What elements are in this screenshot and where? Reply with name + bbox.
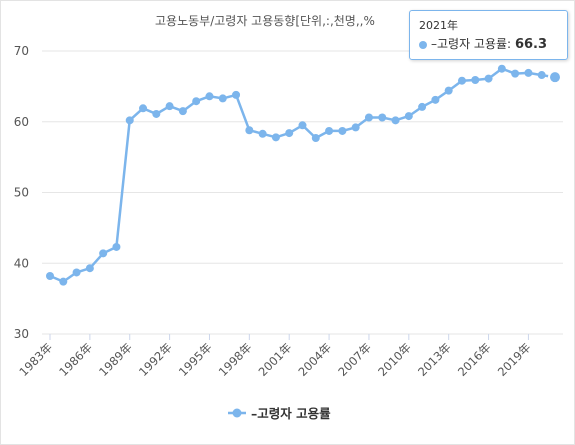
data-point[interactable] — [431, 95, 440, 104]
x-tick-label: 1992年 — [136, 340, 175, 379]
y-axis-ticks: 30 40 50 60 70 — [14, 44, 29, 341]
data-point[interactable] — [325, 126, 334, 135]
data-point[interactable] — [511, 69, 520, 78]
x-tick-label: 2004年 — [295, 340, 334, 379]
series-line — [48, 67, 557, 283]
data-point[interactable] — [524, 68, 533, 77]
data-point[interactable] — [311, 134, 320, 143]
y-tick-label: 70 — [14, 44, 29, 58]
data-point[interactable] — [537, 71, 546, 80]
data-point[interactable] — [59, 277, 68, 286]
data-point[interactable] — [338, 126, 347, 135]
data-point[interactable] — [218, 94, 227, 103]
chart-title: 고용노동부/고령자 고용동향[단위,:,천명,,% — [155, 13, 375, 28]
data-point[interactable] — [85, 264, 94, 273]
data-point[interactable] — [457, 76, 466, 85]
data-point[interactable] — [391, 116, 400, 125]
x-tick-label: 2001年 — [256, 340, 295, 379]
x-tick-label: 2010年 — [375, 340, 414, 379]
data-point[interactable] — [418, 102, 427, 111]
data-point[interactable] — [404, 112, 413, 121]
data-point[interactable] — [271, 133, 280, 142]
data-point[interactable] — [139, 104, 148, 113]
legend[interactable]: –고령자 고용률 — [228, 406, 331, 421]
data-point[interactable] — [285, 129, 294, 138]
data-point[interactable] — [99, 249, 108, 258]
data-point[interactable] — [471, 76, 480, 85]
y-tick-label: 40 — [14, 256, 29, 270]
x-axis-ticks: 1983年 1986年 1989年 1992年 1995年 1998年 2001年 2004年… — [16, 340, 533, 379]
data-tooltip: 2021年 –고령자 고용률: 66.3 — [409, 10, 568, 60]
tooltip-year: 2021年 — [419, 19, 458, 32]
data-point[interactable] — [378, 113, 387, 122]
x-tick-label: 2007年 — [335, 340, 374, 379]
series-group — [46, 64, 562, 286]
legend-marker-icon — [232, 408, 242, 418]
grid — [42, 50, 563, 335]
data-point[interactable] — [205, 92, 214, 101]
x-tick-label: 2013年 — [415, 340, 454, 379]
data-point[interactable] — [364, 113, 373, 122]
data-point[interactable] — [548, 70, 562, 85]
y-tick-label: 30 — [14, 327, 29, 341]
data-point[interactable] — [298, 121, 307, 130]
x-tick-label: 1995年 — [176, 340, 215, 379]
data-point[interactable] — [484, 74, 493, 83]
x-tick-label: 1998年 — [216, 340, 255, 379]
data-point[interactable] — [152, 109, 161, 118]
tooltip-series-dot-icon — [419, 40, 427, 49]
x-tick-label: 1983年 — [16, 340, 55, 379]
tooltip-value: 66.3 — [514, 37, 548, 52]
x-tick-label: 1986年 — [56, 340, 95, 379]
data-point[interactable] — [351, 123, 360, 132]
x-axis-tick-marks — [49, 334, 529, 340]
tooltip-series-label: –고령자 고용률: — [431, 37, 512, 51]
x-tick-label: 1989年 — [96, 340, 135, 379]
data-point[interactable] — [178, 107, 187, 116]
x-tick-label: 2016年 — [455, 340, 494, 379]
y-tick-label: 50 — [14, 186, 29, 200]
data-point[interactable] — [232, 90, 241, 99]
data-point[interactable] — [192, 97, 201, 106]
data-point[interactable] — [72, 268, 81, 277]
data-point[interactable] — [125, 116, 134, 125]
tooltip-row: –고령자 고용률: 66.3 — [419, 35, 547, 52]
data-point[interactable] — [444, 86, 453, 95]
legend-label[interactable]: –고령자 고용률 — [251, 406, 331, 421]
data-point[interactable] — [258, 129, 267, 138]
data-point[interactable] — [497, 64, 506, 73]
data-point[interactable] — [245, 126, 254, 135]
x-tick-label: 2019年 — [495, 340, 534, 379]
y-tick-label: 60 — [14, 115, 29, 129]
data-point[interactable] — [46, 271, 54, 280]
data-point[interactable] — [165, 102, 174, 111]
data-point[interactable] — [112, 242, 121, 251]
